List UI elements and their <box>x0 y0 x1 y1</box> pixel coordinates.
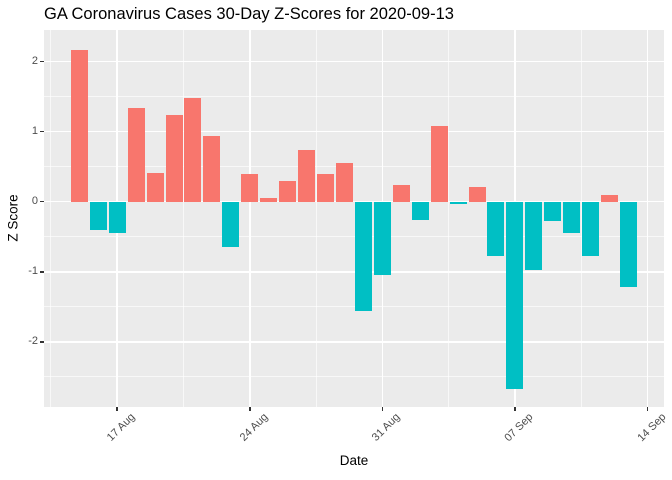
bar-2020-09-13 <box>620 201 638 288</box>
bar-2020-08-29 <box>335 163 353 202</box>
bar-2020-08-31 <box>373 201 391 276</box>
bar-2020-08-23 <box>222 201 240 247</box>
major-gridline-horizontal <box>44 341 664 343</box>
bar-2020-09-02 <box>411 201 429 220</box>
x-tick-label: 14 Sep <box>634 411 668 445</box>
x-tick-mark <box>514 407 516 411</box>
major-gridline-vertical <box>249 30 251 407</box>
minor-gridline-vertical <box>182 30 184 407</box>
bar-2020-09-12 <box>601 194 619 202</box>
bar-2020-08-27 <box>298 149 316 202</box>
minor-gridline-vertical <box>580 30 582 407</box>
y-tick-mark <box>40 130 44 133</box>
bar-2020-08-17 <box>108 201 126 233</box>
bar-2020-09-05 <box>468 186 486 202</box>
y-tick-label: 1 <box>31 125 38 138</box>
x-tick-label: 07 Sep <box>502 411 536 445</box>
bar-2020-08-26 <box>279 181 297 202</box>
bar-2020-08-15 <box>70 49 88 202</box>
y-tick-mark <box>40 271 44 273</box>
bar-2020-08-30 <box>354 201 372 311</box>
bar-2020-08-19 <box>146 172 164 202</box>
bar-2020-08-21 <box>184 97 202 202</box>
y-tick-label: -1 <box>28 265 38 278</box>
x-tick-mark <box>646 407 649 411</box>
bar-2020-09-07 <box>506 201 524 390</box>
major-gridline-horizontal <box>44 130 664 133</box>
minor-gridline-vertical <box>50 30 52 407</box>
y-tick-mark <box>40 60 44 63</box>
y-tick-label: 0 <box>31 195 38 208</box>
x-tick-mark <box>116 407 118 411</box>
major-gridline-horizontal <box>44 271 664 273</box>
bar-2020-09-06 <box>487 201 505 257</box>
x-tick-mark <box>249 407 251 411</box>
bar-2020-08-22 <box>203 135 221 202</box>
bar-2020-08-25 <box>260 198 278 202</box>
major-gridline-horizontal <box>44 200 664 203</box>
y-tick-label: 2 <box>31 55 38 68</box>
bar-2020-08-24 <box>241 173 259 202</box>
bar-2020-09-04 <box>449 201 467 204</box>
bar-2020-09-03 <box>430 126 448 202</box>
minor-gridline-vertical <box>448 30 450 407</box>
plot-panel <box>44 30 664 407</box>
minor-gridline-horizontal <box>44 306 664 308</box>
bar-2020-08-28 <box>317 173 335 202</box>
y-tick-mark <box>40 200 44 203</box>
x-tick-mark <box>381 407 384 411</box>
minor-gridline-vertical <box>315 30 317 407</box>
y-tick-mark <box>40 341 44 343</box>
y-tick-label: -2 <box>28 335 38 348</box>
x-tick-label: 24 Aug <box>237 411 271 444</box>
minor-gridline-horizontal <box>44 376 664 378</box>
bar-2020-09-09 <box>544 201 562 221</box>
bar-2020-08-16 <box>89 201 107 230</box>
minor-gridline-horizontal <box>44 166 664 168</box>
bar-2020-09-10 <box>563 201 581 233</box>
bar-2020-08-20 <box>165 114 183 202</box>
bar-2020-09-08 <box>525 201 543 271</box>
major-gridline-horizontal <box>44 60 664 63</box>
chart-title: GA Coronavirus Cases 30-Day Z-Scores for… <box>44 5 454 23</box>
minor-gridline-horizontal <box>44 96 664 98</box>
bar-2020-09-11 <box>582 201 600 256</box>
bar-2020-09-01 <box>392 184 410 202</box>
major-gridline-vertical <box>646 30 649 407</box>
minor-gridline-horizontal <box>44 236 664 238</box>
bar-2020-08-18 <box>127 107 145 202</box>
x-axis-title: Date <box>339 453 369 468</box>
x-tick-label: 17 Aug <box>104 411 138 444</box>
